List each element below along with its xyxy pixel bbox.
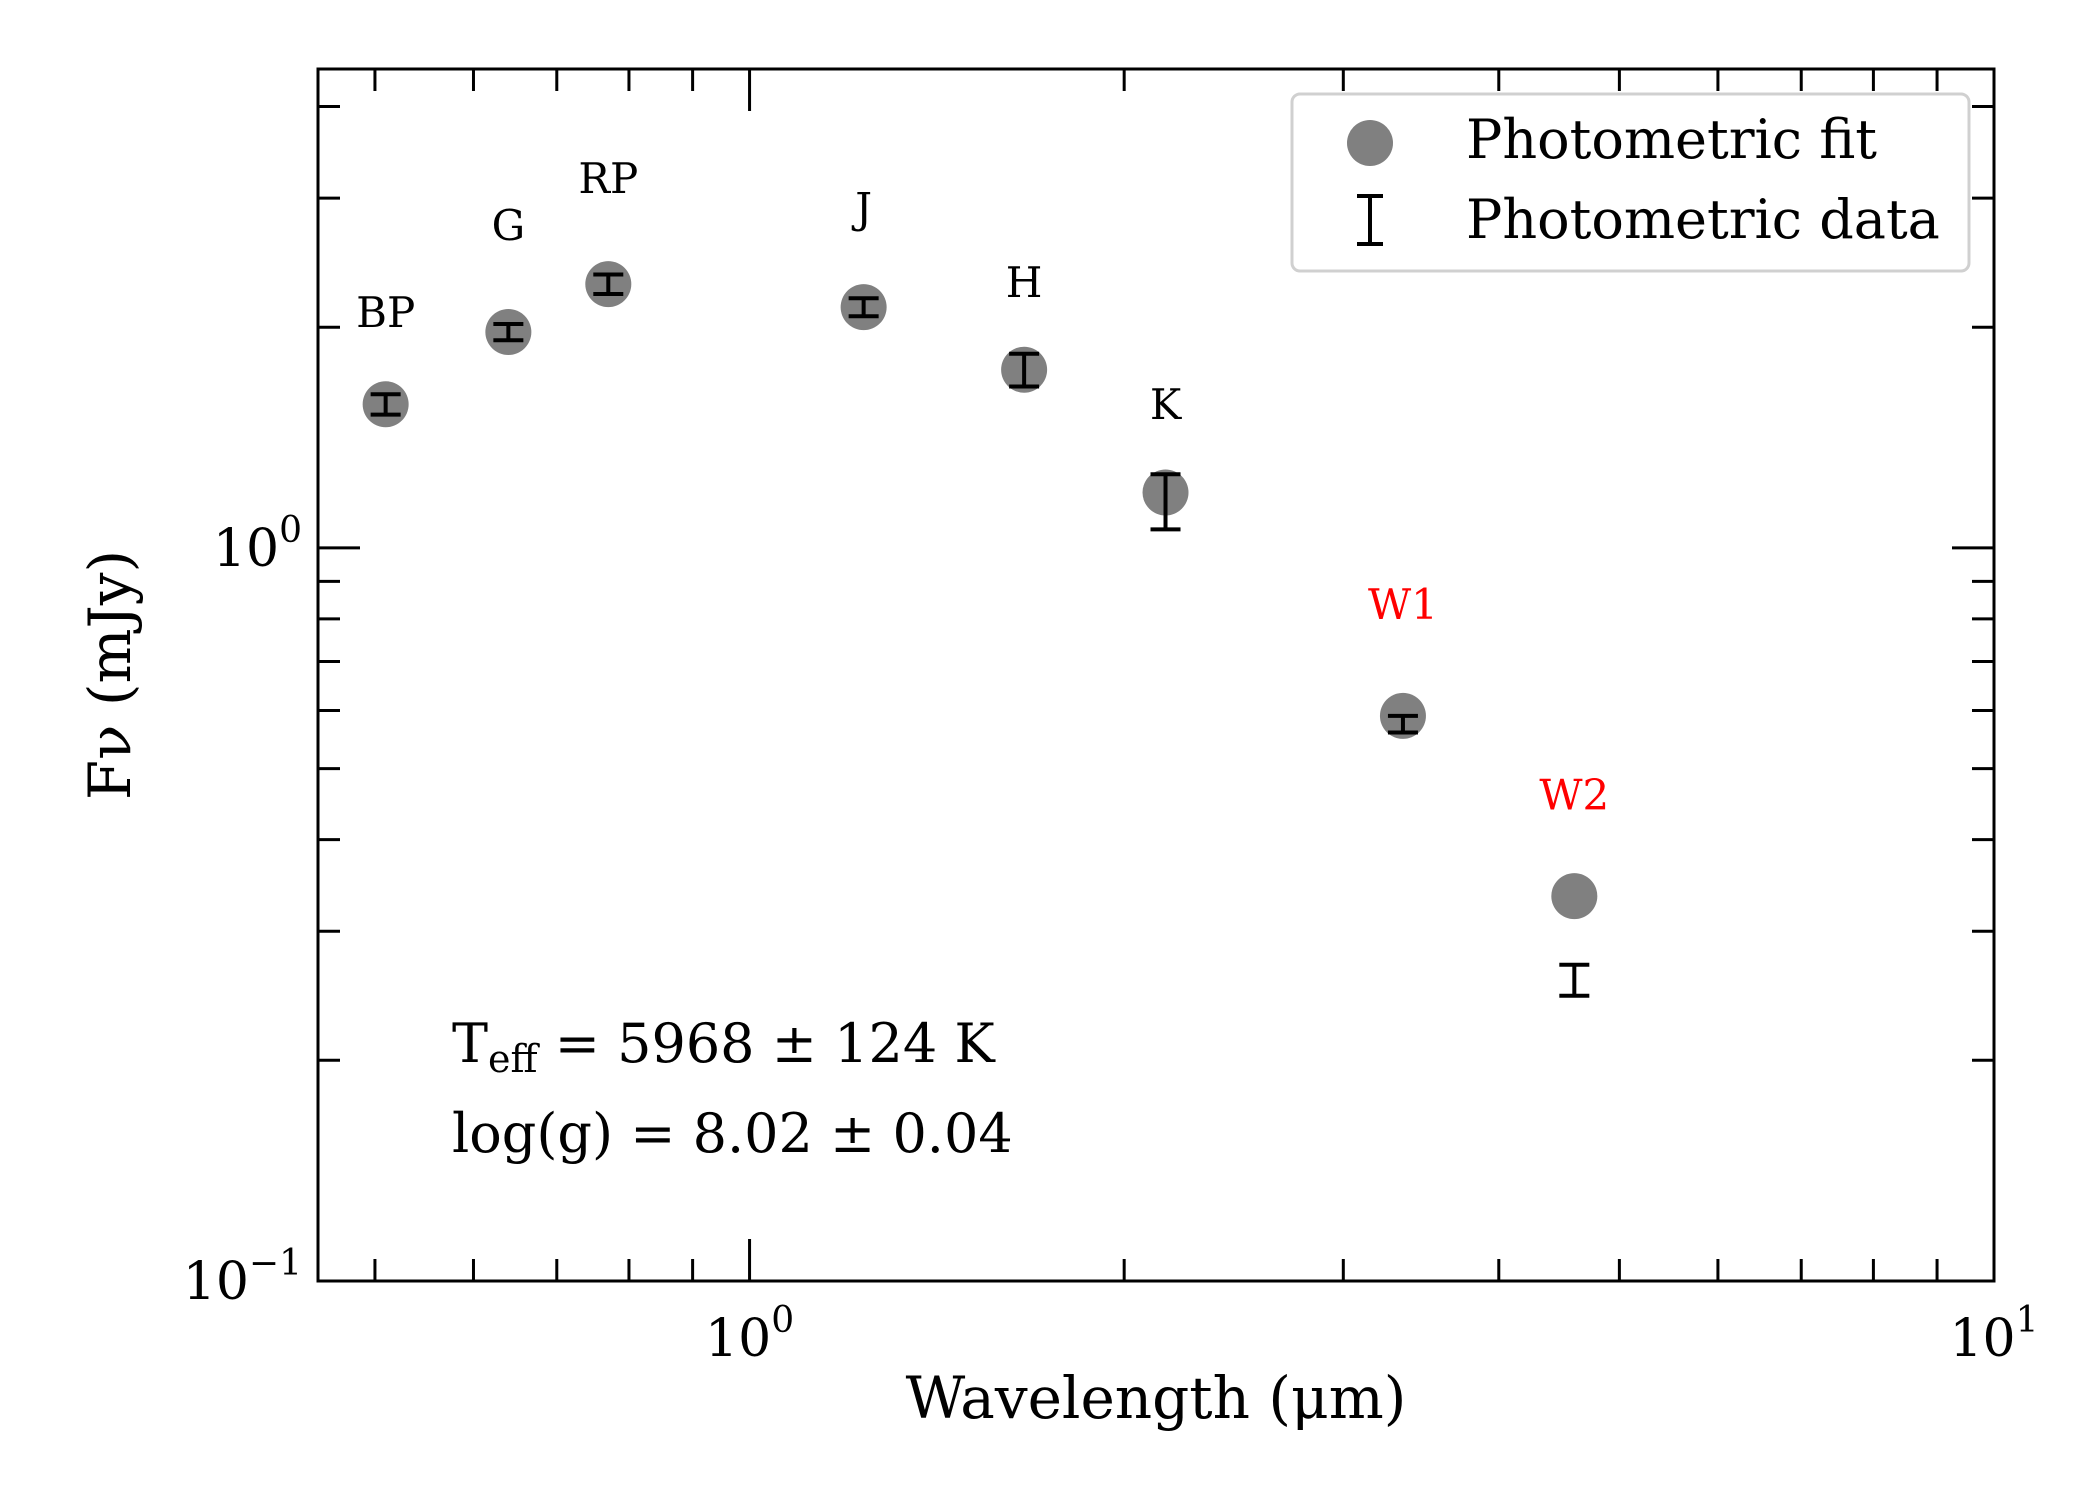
data-errorbar-w1: [1387, 713, 1418, 735]
y-tick-exponent: 0: [279, 510, 302, 551]
photometric-data-series: [370, 272, 1590, 998]
x-tick-exponent: 1: [2016, 1300, 2039, 1341]
legend-label-fit: Photometric fit: [1466, 108, 1877, 171]
y-tick-label: 100: [213, 510, 302, 579]
y-axis-label: Fν (mJy): [76, 550, 144, 800]
data-errorbar-w2: [1559, 962, 1590, 998]
y-tick-base: 10: [213, 519, 279, 579]
teff-prefix: T: [452, 1012, 488, 1075]
fit-point-w2: [1551, 873, 1598, 920]
band-label-g: G: [492, 201, 526, 250]
y-tick-base: 10: [183, 1252, 249, 1312]
legend: Photometric fit Photometric data: [1290, 92, 1971, 273]
teff-annotation: Teff = 5968 ± 124 K: [452, 1012, 996, 1081]
teff-subscript: eff: [488, 1037, 540, 1081]
legend-fit-marker: [1347, 120, 1393, 166]
plot-frame: [316, 67, 1996, 1283]
data-errorbar-g: [493, 322, 524, 343]
x-tick-base: 10: [1949, 1309, 2015, 1369]
axis-ticks: [318, 69, 1996, 1283]
legend-data-marker: [1357, 194, 1383, 246]
y-tick-exponent: −1: [249, 1243, 302, 1284]
data-errorbar-j: [848, 296, 879, 319]
legend-box: [1290, 92, 1971, 273]
x-tick-label: 101: [1949, 1300, 2038, 1369]
data-errorbar-h: [1009, 351, 1040, 389]
teff-value: = 5968 ± 124 K: [538, 1012, 997, 1075]
x-tick-base: 10: [705, 1309, 771, 1369]
legend-label-data: Photometric data: [1466, 188, 1940, 251]
data-errorbar-rp: [593, 272, 624, 296]
y-tick-label: 10−1: [183, 1243, 302, 1312]
band-label-rp: RP: [578, 154, 638, 203]
x-axis-label: Wavelength (μm): [906, 1364, 1407, 1432]
band-labels: BP G RP J H K W1 W2: [356, 154, 1609, 819]
x-tick-label: 100: [705, 1300, 794, 1369]
data-errorbar-k: [1150, 472, 1181, 532]
band-label-j: J: [851, 183, 872, 232]
band-label-h: H: [1006, 258, 1043, 307]
band-label-bp: BP: [356, 288, 415, 337]
data-errorbar-bp: [370, 392, 401, 417]
logg-annotation: log(g) = 8.02 ± 0.04: [452, 1102, 1013, 1165]
band-label-w1: W1: [1368, 580, 1438, 629]
x-tick-exponent: 0: [771, 1300, 794, 1341]
band-label-w2: W2: [1539, 770, 1609, 819]
band-label-k: K: [1150, 380, 1183, 429]
